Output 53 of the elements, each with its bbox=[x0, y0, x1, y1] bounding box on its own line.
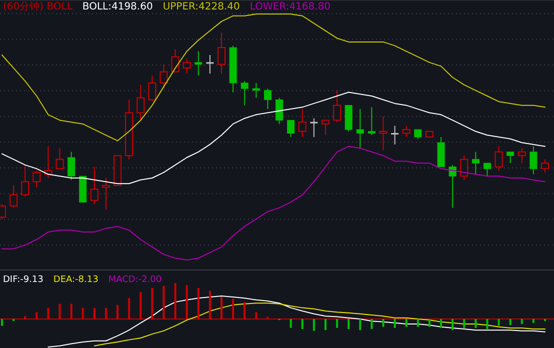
chart-title: (60分钟) BOLL bbox=[3, 0, 73, 12]
bar bbox=[498, 318, 500, 326]
bar bbox=[382, 318, 384, 327]
bar bbox=[47, 308, 50, 319]
bar bbox=[208, 290, 211, 319]
bar bbox=[58, 304, 61, 319]
bar bbox=[370, 318, 373, 330]
bar bbox=[104, 308, 107, 319]
bar bbox=[452, 318, 454, 330]
bar bbox=[162, 286, 165, 319]
bar bbox=[416, 318, 419, 327]
bar bbox=[244, 302, 246, 319]
bar bbox=[428, 318, 430, 327]
bar bbox=[220, 297, 223, 319]
bar bbox=[474, 318, 477, 328]
bar bbox=[186, 285, 188, 319]
bar bbox=[197, 288, 200, 319]
bar bbox=[70, 304, 72, 319]
bar bbox=[359, 318, 362, 330]
bar bbox=[312, 318, 315, 331]
bar bbox=[93, 308, 96, 319]
bar bbox=[486, 318, 488, 330]
bar bbox=[520, 318, 523, 324]
bar bbox=[463, 318, 466, 328]
bar bbox=[24, 316, 26, 319]
bar bbox=[151, 288, 154, 319]
bar bbox=[140, 292, 142, 319]
bar bbox=[82, 308, 84, 319]
bar bbox=[336, 318, 338, 328]
bar bbox=[116, 304, 119, 319]
text: DIF:-9.13 bbox=[3, 275, 44, 285]
bar bbox=[128, 298, 130, 319]
bar bbox=[324, 318, 326, 330]
bar bbox=[544, 318, 546, 322]
bar bbox=[348, 318, 350, 330]
bar bbox=[1, 318, 3, 326]
bar bbox=[394, 318, 396, 328]
text: LOWER:4168.80 bbox=[250, 2, 331, 12]
bar bbox=[532, 318, 534, 323]
bar bbox=[232, 298, 234, 319]
text: BOLL:4198.60 bbox=[82, 2, 153, 12]
bar bbox=[301, 318, 304, 330]
bar bbox=[36, 312, 38, 319]
bar bbox=[12, 318, 15, 322]
bar bbox=[440, 318, 442, 328]
series-label: UPPER:4228.40 bbox=[162, 2, 240, 12]
series-label: MACD:-2.00 bbox=[108, 275, 162, 285]
bar bbox=[255, 312, 258, 319]
bar bbox=[174, 283, 176, 319]
text: DEA:-8.13 bbox=[53, 275, 98, 285]
bar bbox=[405, 318, 408, 327]
bar bbox=[290, 318, 292, 328]
bar bbox=[509, 318, 512, 326]
